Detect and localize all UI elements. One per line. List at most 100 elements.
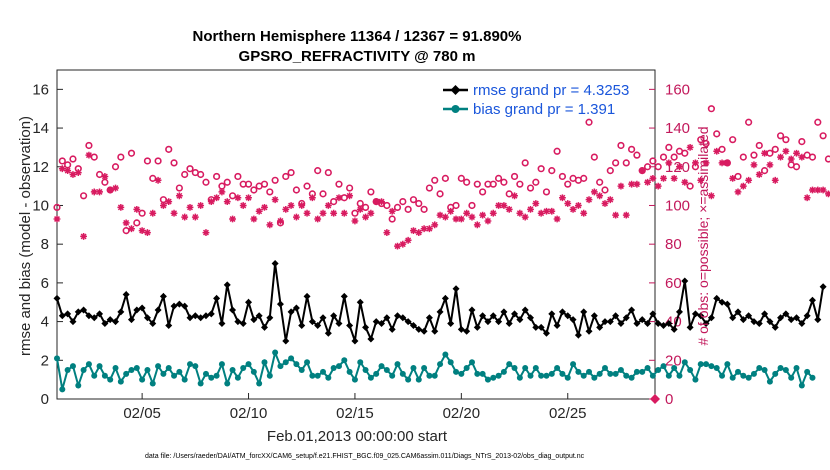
obs-assimilated-point [436, 211, 444, 219]
bias-point [128, 366, 135, 373]
obs-assimilated-point [234, 194, 242, 202]
bias-point [708, 363, 715, 370]
obs-possible-point [420, 205, 428, 213]
rmse-point [378, 320, 386, 328]
legend-rmse-label: rmse grand pr = 4.3253 [473, 82, 629, 99]
obs-assimilated-point [644, 178, 651, 186]
bias-point [596, 370, 603, 377]
rmse-point [213, 294, 221, 302]
obs-assimilated-point [293, 213, 300, 221]
bias-point [75, 382, 82, 389]
obs-possible-point [580, 174, 588, 182]
y-right-tick-label: 20 [665, 352, 682, 369]
y-axis-left: 0 2 4 6 8 10 12 14 16 [32, 81, 63, 408]
obs-assimilated-point [777, 153, 784, 161]
y-right-tick-label: 0 [665, 391, 673, 408]
bias-point [601, 365, 608, 372]
obs-assimilated-point [394, 242, 401, 250]
bias-point [341, 357, 348, 364]
obs-possible-point [175, 184, 183, 192]
obs-possible-point [564, 180, 572, 188]
obs-assimilated-point [601, 200, 609, 207]
data-file-note: data file: /Users/raeder/DAI/ATM_forcXX/… [145, 453, 585, 460]
bias-point [123, 370, 130, 377]
obs-assimilated-point [527, 205, 534, 213]
obs-possible-point [127, 149, 136, 157]
bias-point [740, 372, 747, 379]
rmse-point [106, 316, 114, 324]
legend-rmse-marker [450, 85, 461, 95]
bias-point [197, 380, 204, 387]
obs-assimilated-point [239, 202, 247, 209]
obs-possible-point [181, 170, 189, 179]
obs-possible-point [782, 136, 790, 144]
rmse-point [654, 320, 662, 328]
obs-possible-point [729, 136, 737, 144]
obs-assimilated-point [186, 204, 194, 211]
obs-assimilated-point [362, 213, 369, 221]
rmse-point [686, 323, 694, 331]
rmse-point [463, 327, 471, 335]
obs-assimilated-point [250, 215, 258, 223]
obs-possible-point [649, 157, 657, 165]
obs-possible-point [665, 143, 673, 152]
obs-possible-point [266, 188, 274, 196]
bias-point [692, 376, 699, 383]
rmse-point [154, 306, 162, 314]
rmse-point [750, 318, 758, 326]
obs-assimilated-point [574, 202, 582, 209]
rmse-point [335, 320, 343, 328]
rmse-point [803, 312, 811, 320]
bias-point [548, 370, 555, 377]
rmse-point [441, 294, 449, 302]
obs-possible-point [643, 163, 652, 171]
obs-possible-series [53, 105, 830, 235]
obs-possible-point [542, 188, 551, 196]
obs-assimilated-point [144, 229, 151, 236]
rmse-point [260, 323, 268, 331]
obs-possible-point [399, 198, 407, 206]
rmse-point [548, 310, 556, 318]
rmse-point [505, 320, 513, 328]
obs-assimilated-point [654, 182, 662, 190]
obs-possible-point [516, 180, 524, 188]
bias-point [719, 372, 726, 379]
rmse-point [819, 283, 827, 291]
obs-possible-point [473, 180, 481, 188]
obs-assimilated-point [223, 198, 231, 205]
bias-point [394, 361, 401, 368]
y-right-tick-label: 160 [665, 81, 690, 98]
bias-point [538, 372, 545, 379]
bias-point [639, 368, 646, 375]
obs-assimilated-point [590, 188, 598, 196]
obs-assimilated-point [452, 215, 460, 223]
bias-point [474, 370, 481, 377]
bias-point [484, 376, 491, 383]
rmse-point [527, 314, 535, 322]
obs-assimilated-point [112, 184, 119, 192]
obs-assimilated-point [596, 192, 604, 200]
bias-point [171, 372, 178, 379]
bias-point [431, 372, 438, 379]
obs-possible-point [393, 203, 402, 212]
bias-point [479, 370, 486, 377]
obs-assimilated-point [282, 205, 290, 213]
bias-point [80, 366, 87, 373]
bias-point [240, 365, 247, 372]
obs-possible-point [622, 159, 630, 167]
bias-point [575, 368, 582, 375]
obs-assimilated-point [431, 221, 439, 229]
obs-possible-point [154, 157, 162, 165]
x-tick-label: 02/15 [336, 405, 374, 422]
bias-point [463, 365, 470, 372]
obs-possible-point [260, 180, 269, 188]
obs-possible-point [213, 172, 221, 181]
rmse-point [777, 314, 785, 322]
bias-point [224, 380, 231, 387]
rmse-point [606, 318, 614, 326]
bias-point [500, 368, 507, 375]
obs-assimilated-point [612, 211, 620, 219]
rmse-point [707, 314, 715, 322]
bias-point [724, 361, 731, 368]
bias-point [410, 365, 417, 372]
